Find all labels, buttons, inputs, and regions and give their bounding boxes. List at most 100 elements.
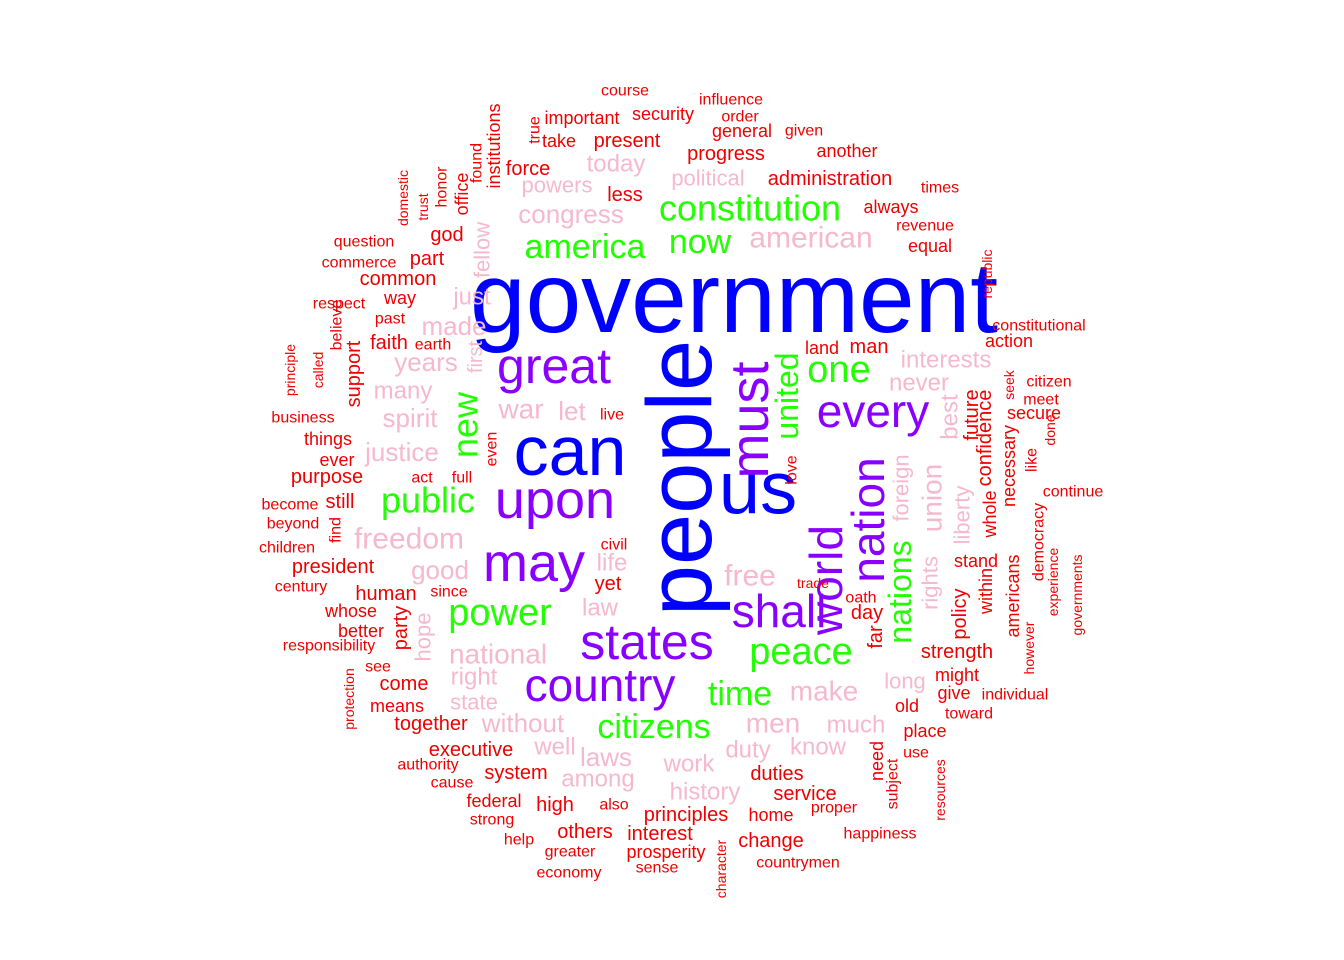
word-life: life	[597, 550, 628, 577]
word-duty: duty	[725, 737, 770, 764]
word-always: always	[863, 197, 918, 217]
word-others: others	[557, 821, 613, 843]
word-called: called	[310, 352, 326, 389]
word-people: people	[629, 340, 731, 616]
word-influence: influence	[699, 92, 763, 109]
word-present: present	[594, 130, 661, 152]
word-constitutional: constitutional	[992, 318, 1085, 335]
word-liberty: liberty	[950, 486, 975, 545]
word-war: war	[497, 394, 543, 425]
word-sense: sense	[636, 860, 679, 877]
word-seek: seek	[1001, 369, 1017, 400]
word-business: business	[271, 410, 334, 427]
word-believe: believe	[329, 300, 346, 351]
word-stand: stand	[954, 551, 998, 571]
word-trust: trust	[415, 193, 431, 220]
word-us: us	[719, 447, 797, 530]
word-principles: principles	[644, 804, 728, 826]
word-strong: strong	[470, 812, 514, 829]
word-means: means	[370, 696, 424, 716]
word-united: united	[769, 352, 805, 439]
word-shall: shall	[732, 585, 827, 637]
word-peace: peace	[749, 631, 853, 673]
word-know: know	[790, 734, 847, 761]
word-interests: interests	[901, 347, 992, 374]
word-within: within	[976, 568, 996, 615]
word-years: years	[394, 347, 458, 377]
word-since: since	[430, 584, 467, 601]
word-like: like	[1024, 448, 1041, 472]
word-children: children	[259, 540, 315, 557]
word-help: help	[504, 832, 534, 849]
word-nations: nations	[882, 540, 918, 643]
word-federal: federal	[466, 791, 521, 811]
word-can: can	[514, 412, 627, 490]
word-law: law	[582, 595, 619, 622]
word-strength: strength	[921, 641, 993, 663]
word-many: many	[374, 378, 433, 405]
word-president: president	[292, 556, 375, 578]
word-now: now	[669, 223, 732, 261]
word-citizens: citizens	[597, 708, 710, 746]
word-subject: subject	[885, 758, 902, 809]
word-every: every	[817, 385, 929, 437]
word-whose: whose	[324, 601, 377, 621]
word-domestic: domestic	[395, 170, 411, 226]
word-things: things	[304, 429, 352, 449]
word-time: time	[708, 675, 772, 713]
word-home: home	[748, 805, 793, 825]
word-support: support	[343, 340, 365, 407]
word-country: country	[525, 659, 676, 711]
word-century: century	[275, 579, 327, 596]
word-purpose: purpose	[291, 466, 363, 488]
word-together: together	[394, 713, 468, 735]
word-place: place	[903, 721, 946, 741]
word-states: states	[580, 614, 713, 670]
word-laws: laws	[580, 742, 632, 772]
word-america: america	[525, 228, 646, 266]
word-change: change	[738, 830, 804, 852]
word-much: much	[827, 712, 886, 739]
word-action: action	[985, 331, 1033, 351]
word-duties: duties	[750, 763, 803, 785]
word-policy: policy	[949, 588, 971, 639]
word-secure: secure	[1007, 403, 1061, 423]
word-democracy: democracy	[1031, 503, 1048, 581]
word-see: see	[365, 659, 391, 676]
word-free: free	[724, 560, 776, 593]
word-powers: powers	[522, 173, 593, 198]
word-long: long	[884, 669, 926, 694]
word-great: great	[497, 338, 611, 394]
word-office: office	[452, 173, 472, 216]
word-still: still	[326, 491, 355, 513]
word-principle: principle	[282, 344, 298, 396]
word-ever: ever	[319, 450, 354, 470]
word-question: question	[334, 234, 395, 251]
word-use: use	[903, 745, 929, 762]
word-proper: proper	[811, 800, 858, 817]
word-way: way	[383, 288, 416, 308]
word-well: well	[533, 734, 575, 761]
word-force: force	[506, 158, 550, 180]
word-take: take	[542, 131, 576, 151]
word-god: god	[430, 224, 463, 246]
word-may: may	[483, 533, 585, 593]
word-live: live	[600, 407, 624, 424]
word-might: might	[935, 665, 979, 685]
word-made: made	[421, 311, 486, 341]
word-found: found	[469, 143, 486, 183]
word-also: also	[599, 797, 628, 814]
word-history: history	[670, 779, 741, 806]
word-fellow: fellow	[470, 222, 495, 278]
word-progress: progress	[687, 143, 765, 165]
word-part: part	[410, 248, 445, 270]
word-foreign: foreign	[889, 454, 914, 521]
word-work: work	[663, 751, 716, 778]
word-full: full	[452, 470, 472, 487]
word-civil: civil	[601, 537, 628, 554]
word-land: land	[805, 338, 839, 358]
word-necessary: necessary	[999, 425, 1019, 507]
word-men: men	[746, 708, 800, 739]
word-individual: individual	[982, 687, 1049, 704]
